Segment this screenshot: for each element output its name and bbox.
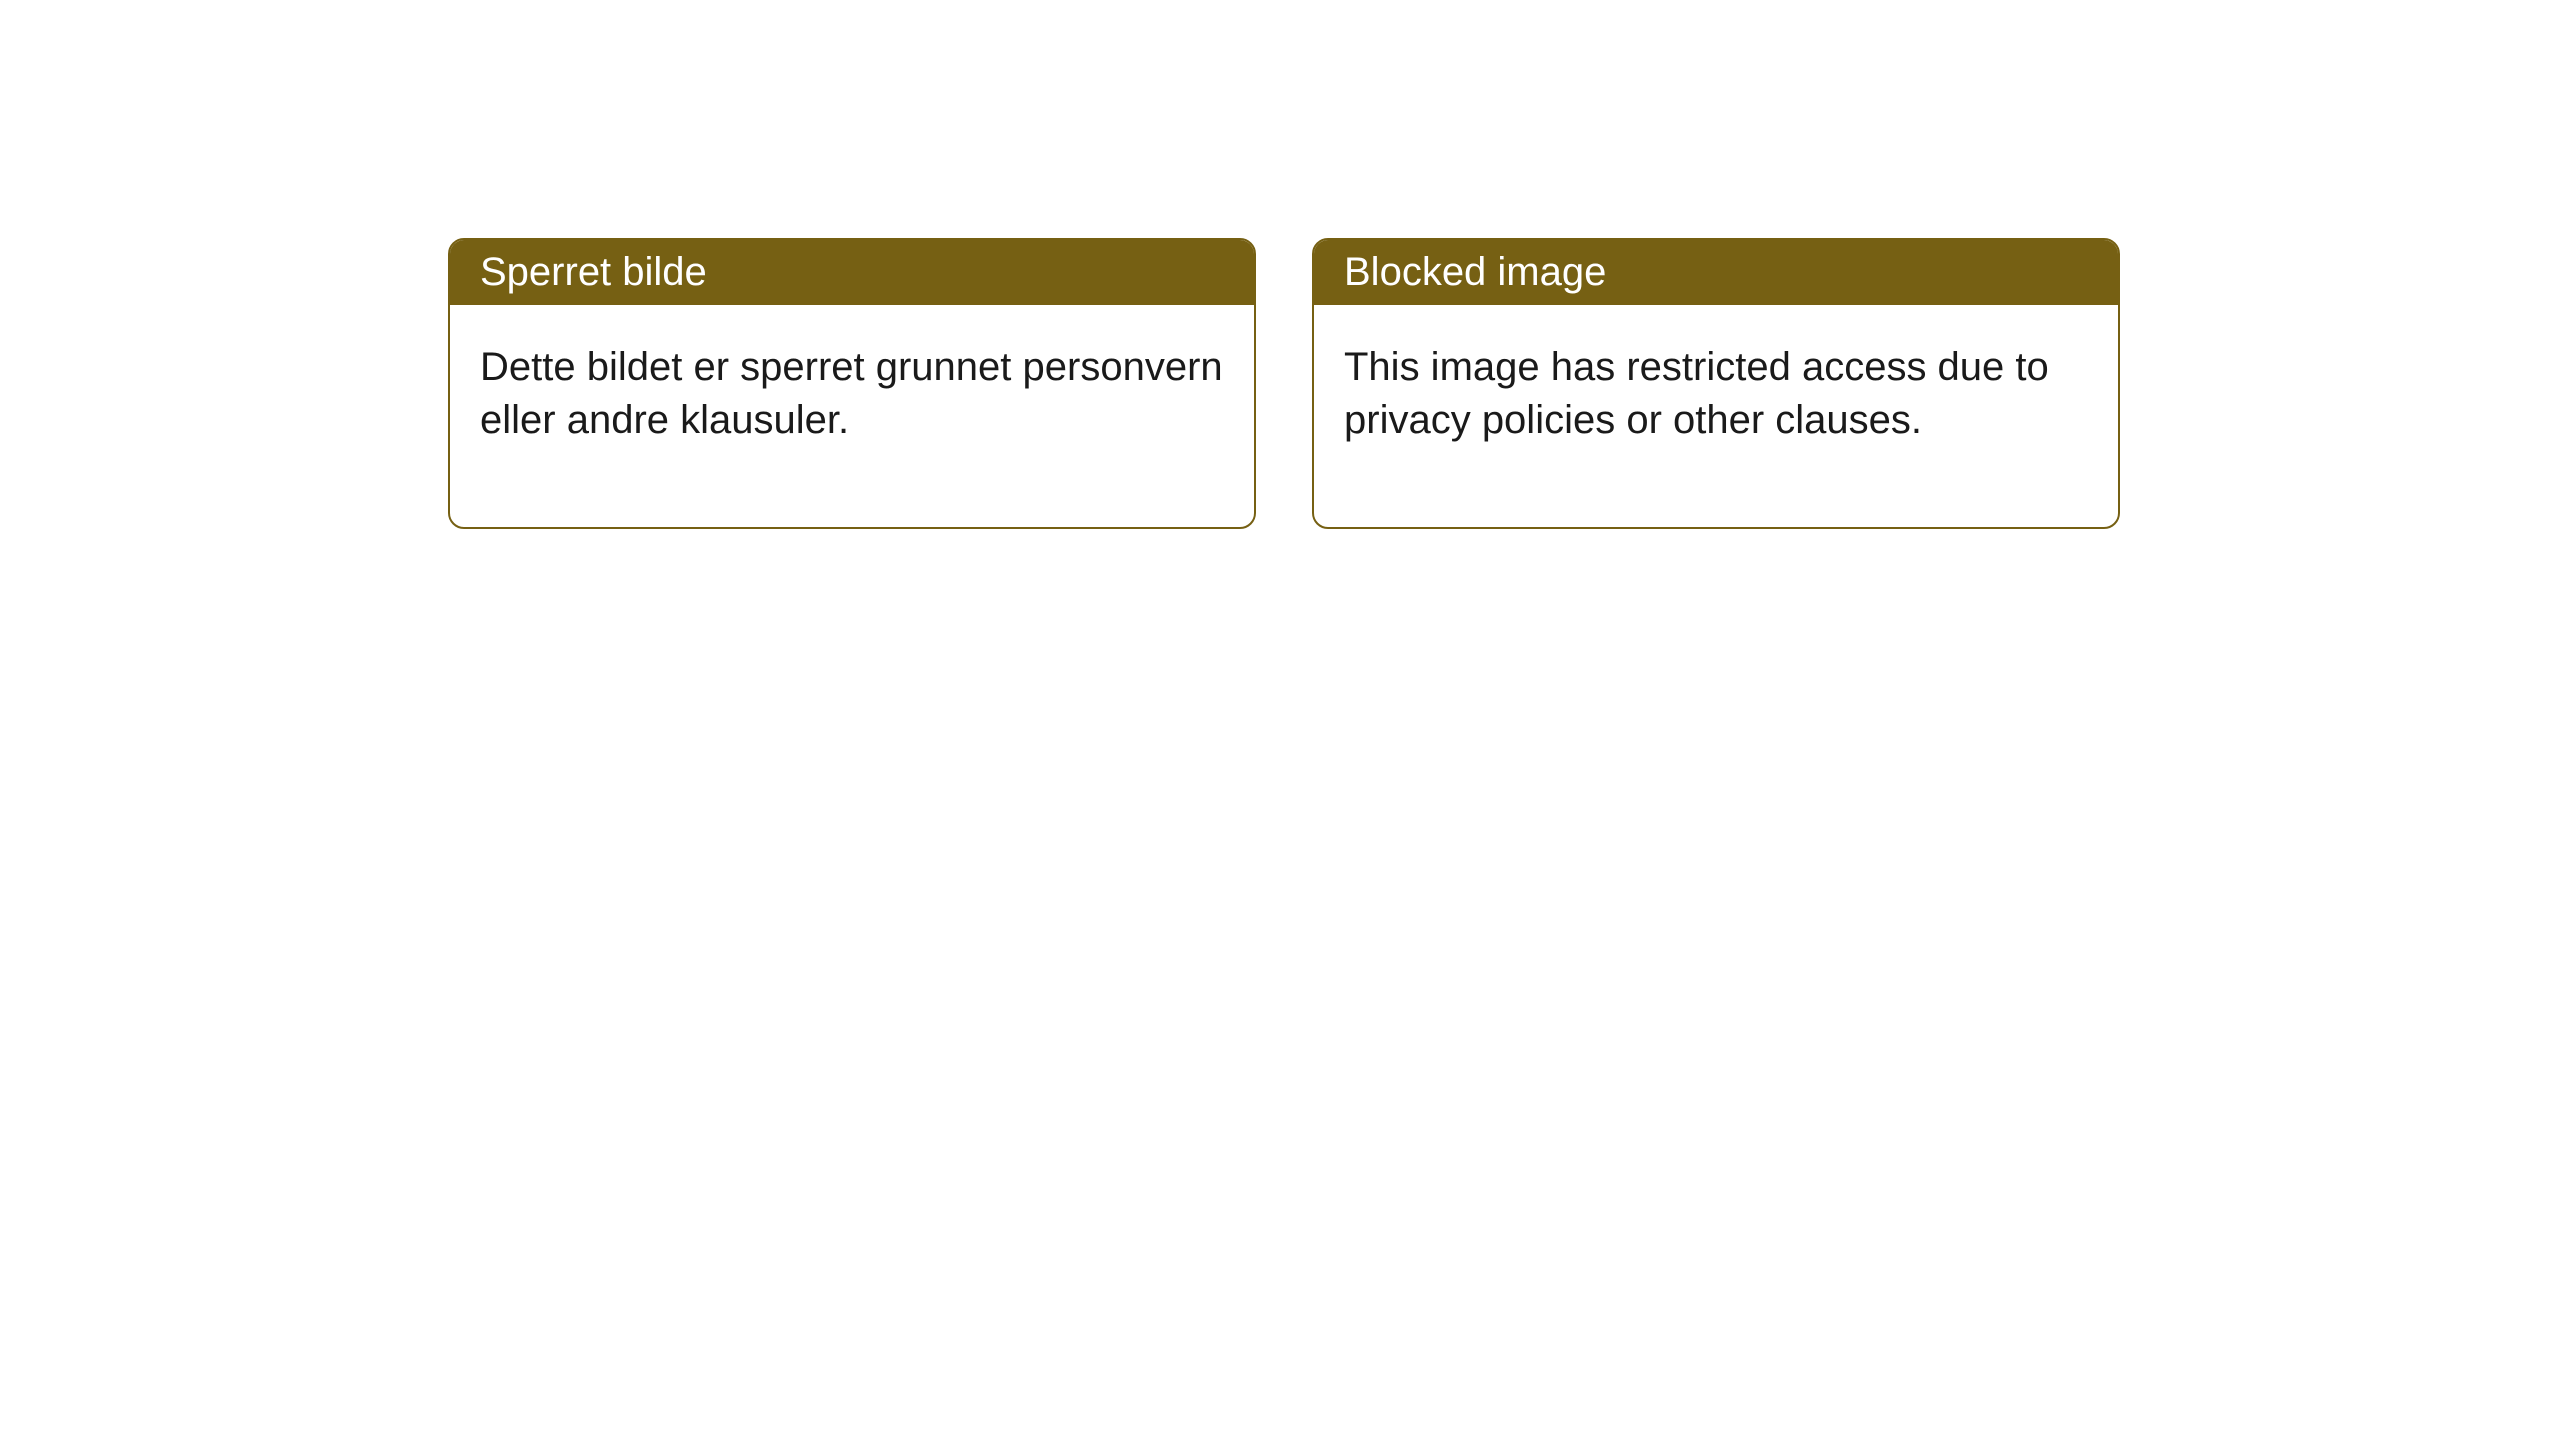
card-body-en: This image has restricted access due to … [1314,305,2118,527]
notice-container: Sperret bilde Dette bildet er sperret gr… [0,0,2560,529]
blocked-card-en: Blocked image This image has restricted … [1312,238,2120,529]
card-message-no: Dette bildet er sperret grunnet personve… [480,345,1223,442]
card-header-no: Sperret bilde [450,240,1254,305]
card-message-en: This image has restricted access due to … [1344,345,2049,442]
card-header-en: Blocked image [1314,240,2118,305]
card-title-en: Blocked image [1344,250,1606,294]
blocked-card-no: Sperret bilde Dette bildet er sperret gr… [448,238,1256,529]
card-title-no: Sperret bilde [480,250,707,294]
card-body-no: Dette bildet er sperret grunnet personve… [450,305,1254,527]
